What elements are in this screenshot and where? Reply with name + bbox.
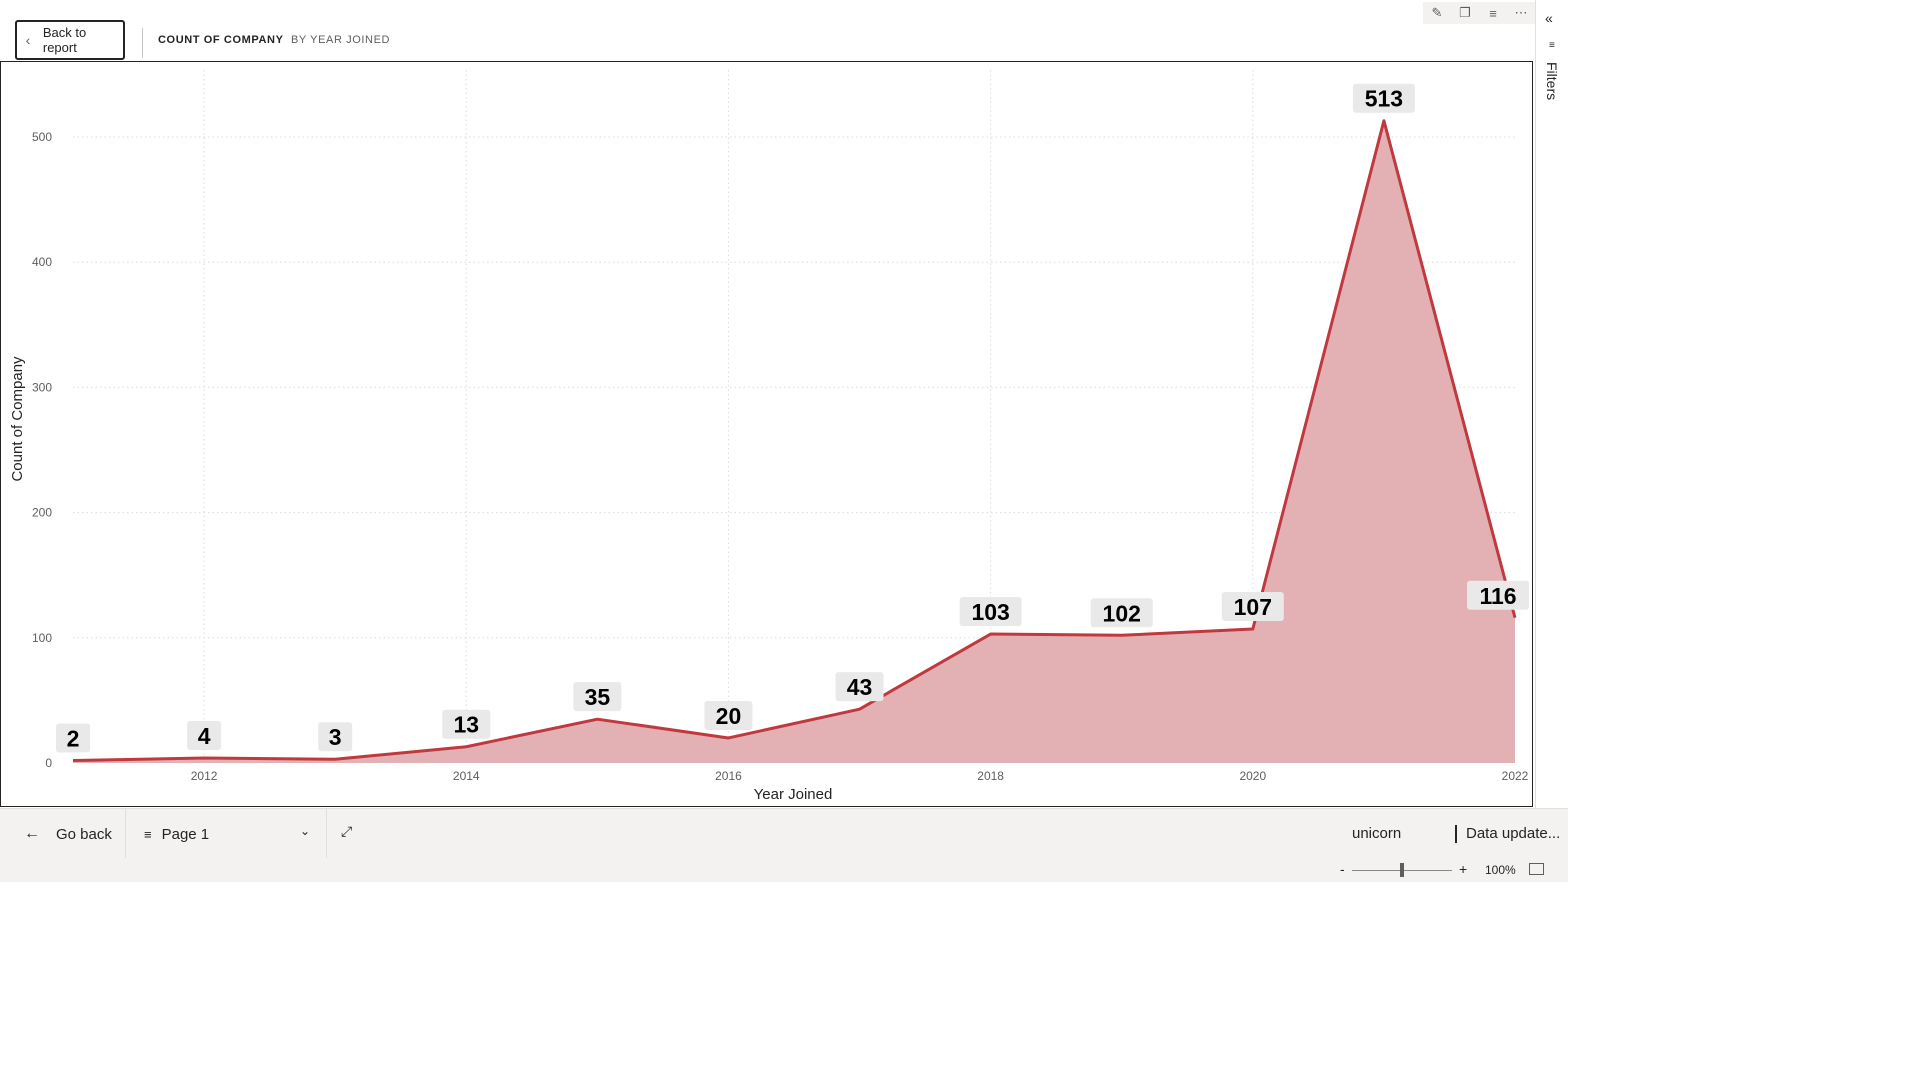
data-label: 20 bbox=[704, 700, 753, 730]
copy-icon[interactable]: ❐ bbox=[1451, 2, 1479, 24]
fit-to-page-icon[interactable] bbox=[1529, 863, 1544, 875]
go-back-button[interactable]: ← Go back bbox=[0, 809, 125, 859]
filters-pane: « ≡ Filters bbox=[1535, 0, 1568, 808]
y-tick-label: 300 bbox=[32, 380, 52, 394]
data-label-text: 4 bbox=[198, 723, 211, 749]
filters-pane-toggle[interactable]: Filters bbox=[1544, 62, 1560, 101]
top-bar: ‹ Back to report COUNT OF COMPANY BY YEA… bbox=[0, 0, 1535, 62]
data-label: 35 bbox=[573, 682, 622, 712]
data-label: 513 bbox=[1352, 83, 1415, 113]
more-icon[interactable]: ⋯ bbox=[1507, 2, 1535, 24]
chart-axes: 0 100 200 300 400 500 2012 2014 2016 2018 2020 2022 bbox=[32, 130, 1529, 783]
y-tick-label: 100 bbox=[32, 631, 52, 645]
visual-subtitle: BY YEAR JOINED bbox=[291, 34, 391, 46]
data-label: 13 bbox=[442, 709, 491, 739]
chart-grid bbox=[73, 70, 1515, 763]
data-label-bg bbox=[835, 672, 884, 702]
data-label-text: 107 bbox=[1234, 594, 1272, 620]
x-tick-label: 2016 bbox=[715, 769, 742, 783]
zoom-in-button[interactable]: + bbox=[1459, 861, 1468, 877]
x-axis-title: Year Joined bbox=[754, 786, 833, 803]
collapse-focus-icon[interactable]: ⤢ bbox=[341, 823, 353, 839]
workspace-name: unicorn bbox=[1352, 825, 1402, 842]
x-tick-label: 2022 bbox=[1502, 769, 1529, 783]
data-label-bg bbox=[318, 722, 353, 752]
data-label-text: 13 bbox=[453, 712, 479, 738]
zoom-out-button[interactable]: - bbox=[1340, 861, 1345, 877]
page-select-value: Page 1 bbox=[161, 825, 210, 843]
data-label-text: 513 bbox=[1365, 86, 1403, 112]
data-label-bg bbox=[1467, 580, 1529, 610]
data-label: 43 bbox=[835, 672, 884, 702]
chevron-down-icon: ⌄ bbox=[299, 824, 310, 838]
y-tick-label: 200 bbox=[32, 506, 52, 520]
data-updated-link[interactable]: Data update... bbox=[1455, 825, 1560, 843]
data-label: 3 bbox=[318, 722, 353, 752]
go-back-label: Go back bbox=[56, 825, 112, 843]
data-label: 103 bbox=[959, 597, 1022, 627]
header-divider bbox=[142, 28, 143, 58]
x-tick-label: 2020 bbox=[1239, 769, 1266, 783]
data-label-text: 43 bbox=[847, 674, 873, 700]
x-tick-label: 2014 bbox=[453, 769, 480, 783]
bottom-divider bbox=[326, 809, 327, 859]
data-label-text: 103 bbox=[971, 599, 1009, 625]
x-tick-label: 2018 bbox=[977, 769, 1004, 783]
series-line bbox=[72, 119, 1517, 762]
filter-pane-icon: ≡ bbox=[1549, 40, 1555, 51]
data-label-bg bbox=[187, 720, 222, 750]
data-label-bg bbox=[959, 597, 1022, 627]
data-label: 107 bbox=[1221, 592, 1284, 622]
y-tick-label: 0 bbox=[45, 756, 52, 770]
data-label-bg bbox=[56, 723, 90, 753]
data-label: 2 bbox=[56, 723, 90, 753]
bottom-bar: ← Go back ≡ Page 1 ⌄ ⤢ unicorn Data upda… bbox=[0, 808, 1568, 859]
data-label-bg bbox=[1090, 598, 1153, 628]
data-label-text: 2 bbox=[67, 725, 80, 751]
chart-frame: 0 100 200 300 400 500 2012 2014 2016 2018 2020 2022… bbox=[0, 61, 1533, 807]
filter-icon[interactable]: ≡ bbox=[1479, 2, 1507, 24]
area-fill bbox=[73, 120, 1515, 763]
data-label-bg bbox=[704, 700, 753, 730]
arrow-left-icon: ← bbox=[24, 825, 40, 842]
data-label-text: 116 bbox=[1479, 583, 1516, 609]
data-label: 4 bbox=[187, 720, 222, 750]
y-tick-label: 500 bbox=[32, 130, 52, 144]
back-to-report-label: Back to report bbox=[42, 25, 87, 55]
data-label-text: 3 bbox=[329, 724, 342, 750]
page-select[interactable]: ≡ Page 1 ⌄ bbox=[126, 809, 326, 859]
page-list-icon: ≡ bbox=[144, 826, 152, 842]
x-tick-label: 2012 bbox=[191, 769, 218, 783]
visual-title: COUNT OF COMPANY bbox=[158, 34, 284, 46]
visual-header-icons: ✎ ❐ ≡ ⋯ bbox=[1423, 2, 1535, 24]
chart-area-layer bbox=[72, 119, 1517, 763]
data-label-bg bbox=[1221, 592, 1284, 622]
data-label-text: 20 bbox=[716, 703, 742, 729]
y-axis-title: Count of Company bbox=[9, 356, 26, 482]
bottom-divider bbox=[125, 809, 126, 859]
y-tick-label: 400 bbox=[32, 255, 52, 269]
data-label-text: 35 bbox=[585, 684, 611, 710]
data-label: 116 bbox=[1467, 580, 1529, 610]
status-bar: - + 100% bbox=[0, 858, 1568, 882]
chevron-left-icon: ‹ bbox=[25, 32, 31, 48]
pin-icon[interactable]: ✎ bbox=[1423, 2, 1451, 24]
data-label: 102 bbox=[1090, 598, 1153, 628]
back-to-report-button[interactable]: ‹ Back to report bbox=[15, 20, 125, 60]
data-label-text: 102 bbox=[1103, 600, 1141, 626]
data-label-bg bbox=[573, 682, 622, 712]
data-label-bg bbox=[1352, 83, 1415, 113]
zoom-slider-thumb[interactable] bbox=[1400, 863, 1404, 877]
collapse-pane-icon[interactable]: « bbox=[1545, 10, 1553, 26]
data-label-bg bbox=[442, 709, 491, 739]
zoom-level: 100% bbox=[1485, 863, 1516, 877]
